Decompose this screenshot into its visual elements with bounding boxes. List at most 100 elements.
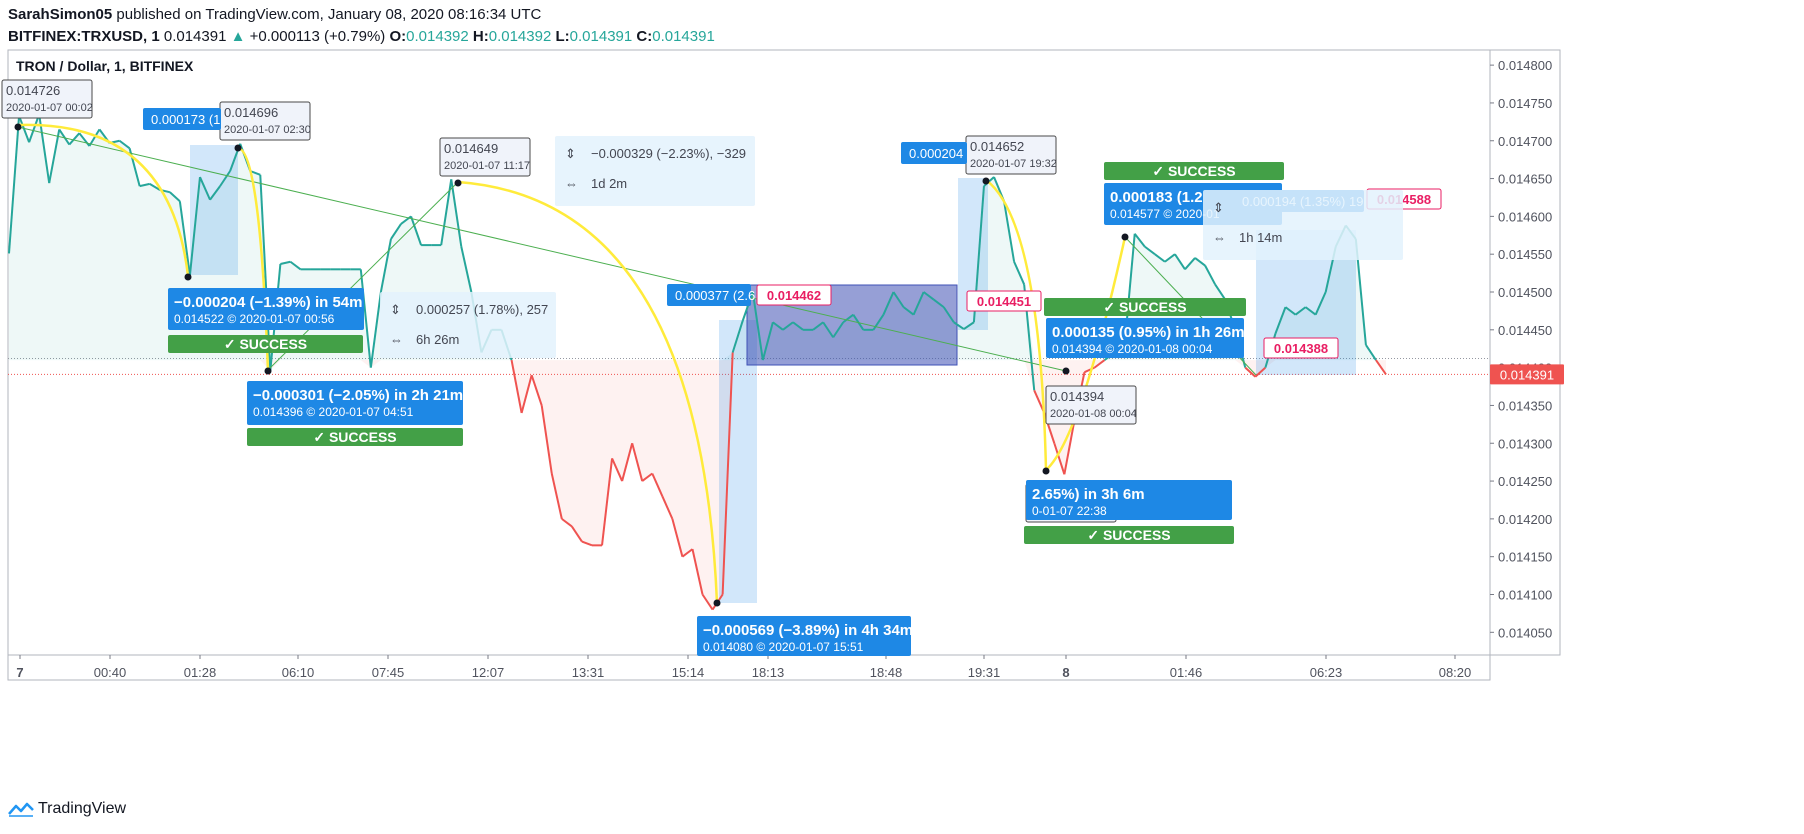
series-segment <box>1154 253 1166 263</box>
range-measure-box <box>719 320 757 603</box>
x-tick-label: 07:45 <box>372 665 405 680</box>
series-segment <box>550 473 563 520</box>
yellow-arc <box>457 180 719 604</box>
series-segment <box>1063 420 1076 475</box>
y-tick-label: 0.014300 <box>1498 436 1552 451</box>
measure-info-box <box>1203 190 1403 260</box>
series-segment <box>1314 291 1327 316</box>
series-segment <box>540 405 553 474</box>
series-segment <box>721 352 734 595</box>
pink-price-tag <box>756 284 832 306</box>
measure-line1: −0.000329 (−2.23%), −329 <box>591 146 746 161</box>
series-segment <box>58 128 71 146</box>
measure-line2: 1h 14m <box>1239 230 1282 245</box>
x-tick-label: 8 <box>1062 665 1069 680</box>
pink-price-text: 0.014462 <box>767 288 821 303</box>
series-segment <box>1254 366 1267 378</box>
success-badge <box>1044 298 1246 316</box>
yellow-arc <box>985 178 1048 471</box>
series-segment <box>681 548 694 558</box>
series-segment <box>209 185 221 201</box>
series-segment <box>1204 265 1217 285</box>
callout-sub: 0.014394 © 2020-01-08 00:04 <box>1052 342 1213 356</box>
y-tick-label: 0.014450 <box>1498 323 1552 338</box>
measure-info-box <box>555 136 755 206</box>
current-price-badge <box>1490 364 1564 385</box>
published-text: published on TradingView.com, January 08… <box>116 6 542 23</box>
change-tag-text: 0.000204 <box>909 146 963 161</box>
series-segment <box>601 458 614 546</box>
series-segment <box>48 129 61 184</box>
x-tick-label: 18:13 <box>752 665 785 680</box>
measure-line2: 6h 26m <box>416 332 459 347</box>
callout-main: 0.000135 (0.95%) in 1h 26m <box>1052 324 1245 341</box>
callout-sub: 0.014396 © 2020-01-07 04:51 <box>253 405 414 419</box>
series-segment <box>1294 306 1307 316</box>
x-tick-label: 19:31 <box>968 665 1001 680</box>
pink-price-tag <box>966 290 1042 312</box>
series-segment <box>18 115 31 143</box>
series-segment <box>741 291 754 322</box>
pivot-point <box>1042 467 1050 475</box>
x-tick-label: 06:23 <box>1310 665 1343 680</box>
change-tag-text: 0.000173 (1 <box>151 112 220 127</box>
series-segment <box>1194 257 1206 267</box>
y-tick-label: 0.014750 <box>1498 96 1552 111</box>
pivot-point <box>1121 233 1129 241</box>
series-segment <box>530 374 543 406</box>
series-segment <box>832 321 845 338</box>
price-date-label <box>1045 385 1137 425</box>
trend-line <box>17 126 1067 372</box>
y-tick-label: 0.014550 <box>1498 247 1552 262</box>
current-price-label: 0.014391 <box>1500 367 1554 382</box>
series-segment <box>118 139 131 150</box>
series-segment <box>219 170 231 187</box>
y-tick-label: 0.014050 <box>1498 625 1552 640</box>
series-segment <box>902 306 915 316</box>
price-label-price: 0.014394 <box>1050 389 1104 404</box>
series-segment <box>812 321 824 331</box>
last-price: 0.014391 <box>163 28 227 45</box>
series-segment <box>1164 253 1176 263</box>
pivot-point <box>264 367 272 375</box>
series-segment <box>581 540 593 547</box>
y-tick-label: 0.014500 <box>1498 285 1552 300</box>
series-segment <box>1013 261 1026 285</box>
series-segment <box>139 182 150 188</box>
price-label-date: 2020-01-08 00:04 <box>1050 408 1137 420</box>
series-segment <box>169 191 181 202</box>
series-segment <box>822 321 835 338</box>
y-tick-label: 0.014250 <box>1498 474 1552 489</box>
price-label-price: 0.014696 <box>224 105 278 120</box>
series-segment <box>1214 283 1227 301</box>
pivot-point <box>713 599 721 607</box>
pink-price-tag <box>1263 337 1339 359</box>
series-segment <box>641 472 653 482</box>
series-segment <box>249 170 261 176</box>
pivot-point <box>1062 367 1070 375</box>
callout-sub: 0.014080 © 2020-01-07 15:51 <box>703 640 864 654</box>
series-segment <box>872 314 885 331</box>
series-segment <box>410 216 423 246</box>
measure-info-box <box>380 292 556 358</box>
series-segment <box>923 291 935 301</box>
series-segment <box>28 113 41 143</box>
y-tick-label: 0.014200 <box>1498 512 1552 527</box>
pink-price-text: 0.014388 <box>1274 341 1328 356</box>
price-label-date: 2020-01-07 19:32 <box>970 158 1057 170</box>
series-segment <box>731 320 744 353</box>
price-label-price: 0.014726 <box>6 83 60 98</box>
published-line: SarahSimon05 published on TradingView.co… <box>8 6 541 23</box>
result-callout <box>247 381 463 425</box>
series-segment <box>1244 366 1257 378</box>
close-label: C: <box>636 28 653 45</box>
change-tag <box>667 284 751 306</box>
series-segment <box>1284 306 1297 316</box>
x-tick-label: 06:10 <box>282 665 315 680</box>
series-segment <box>651 473 664 497</box>
series-segment <box>369 291 382 368</box>
low-label: L: <box>555 28 570 45</box>
series-segment <box>892 291 905 308</box>
series-segment <box>149 182 161 191</box>
